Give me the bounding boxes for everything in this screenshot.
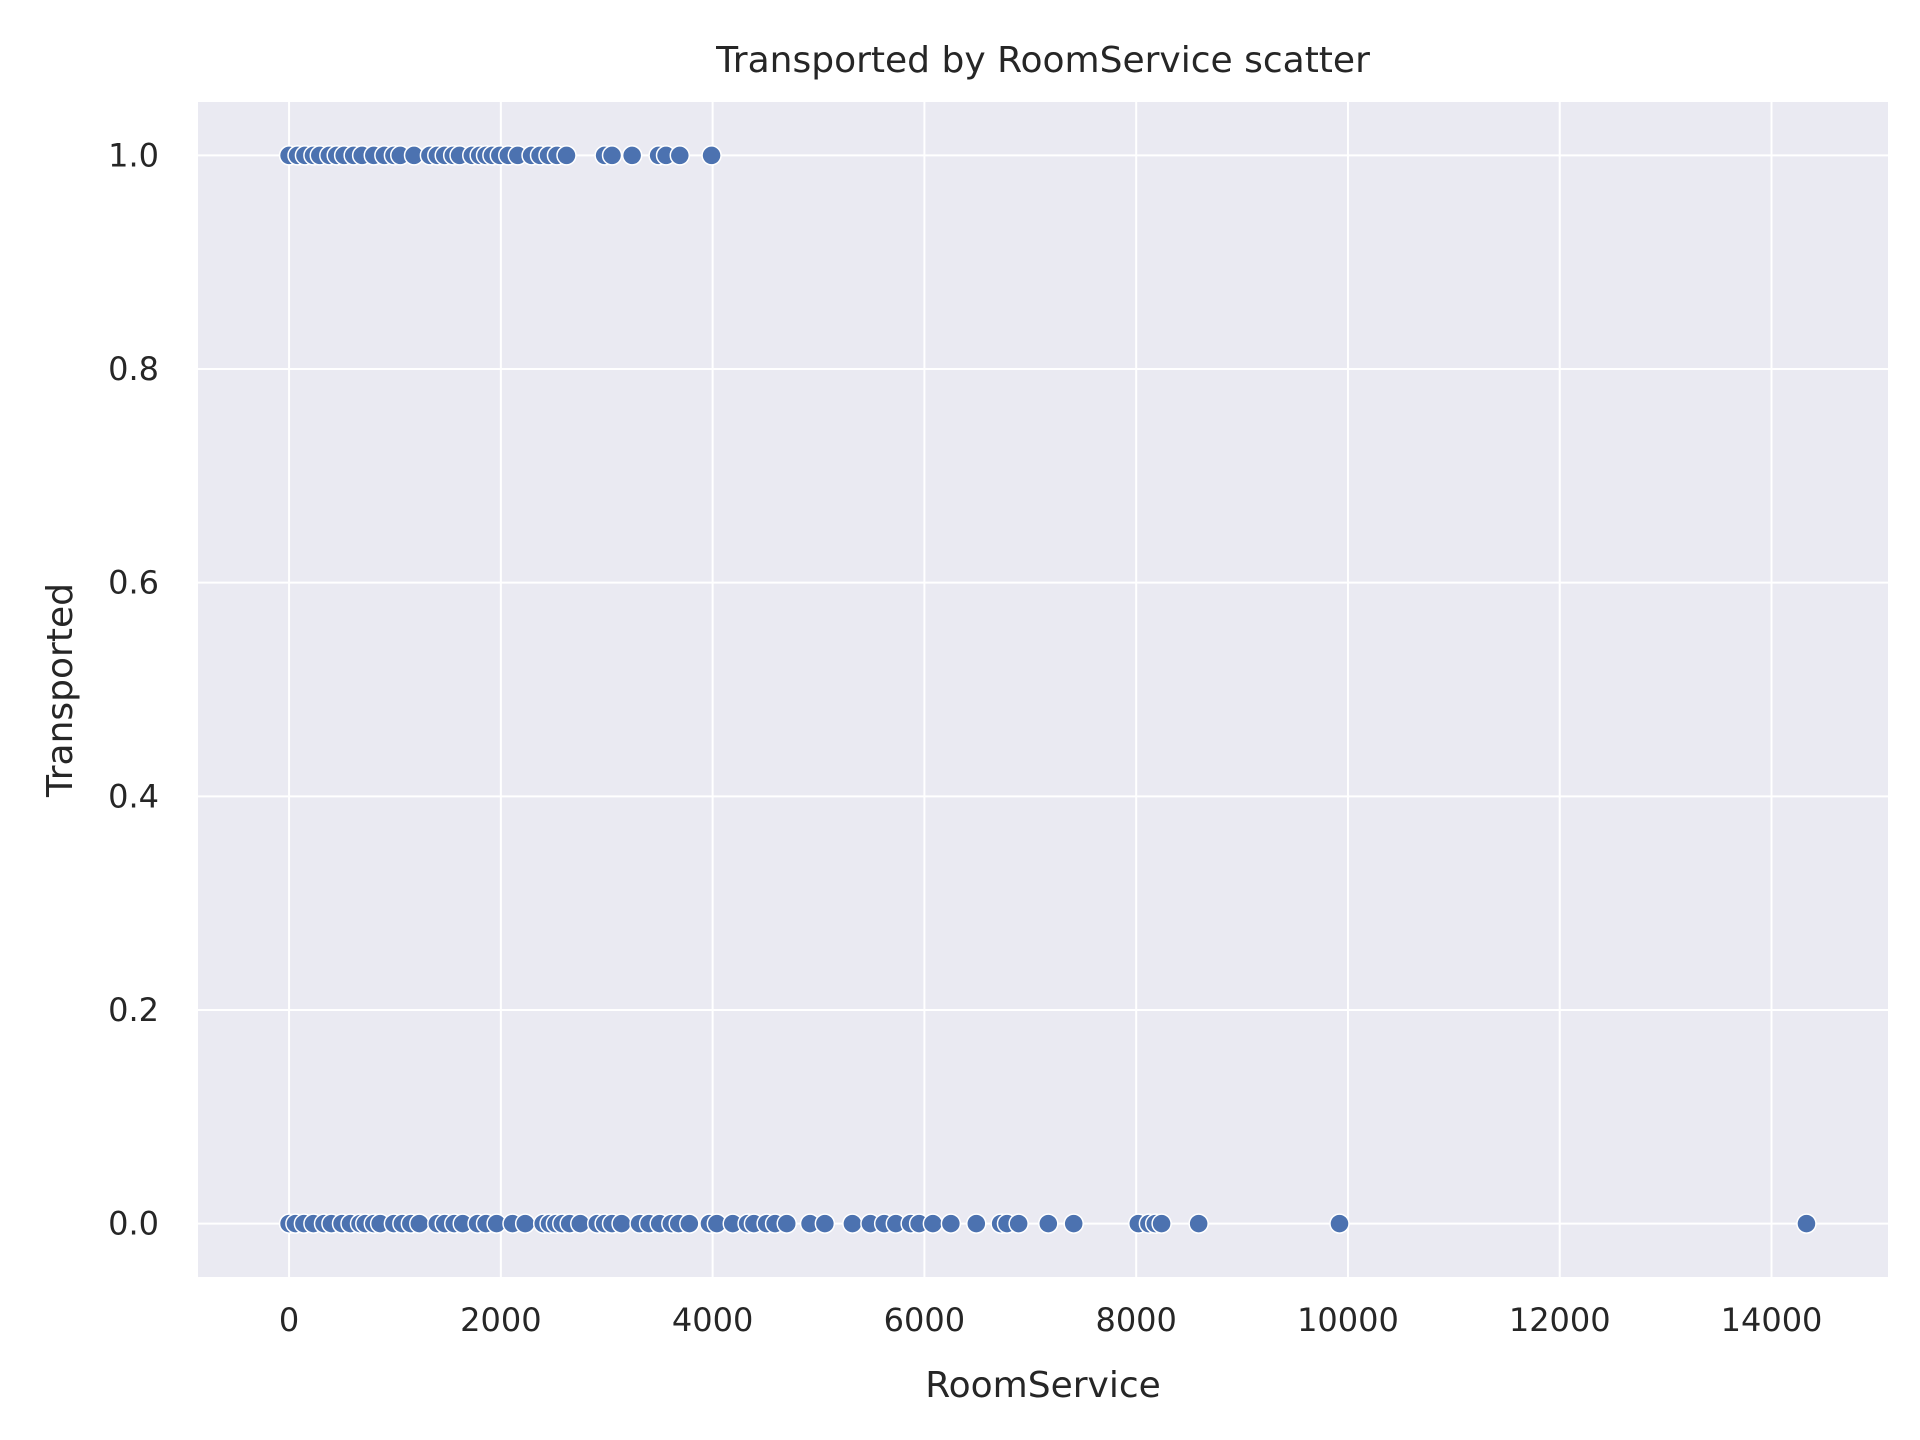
- data-points: [278, 145, 1817, 1234]
- data-point: [669, 145, 691, 166]
- data-point: [1038, 1213, 1059, 1234]
- data-point: [922, 1213, 944, 1234]
- data-point: [1329, 1213, 1350, 1234]
- y-tick-label: 0.8: [108, 350, 159, 388]
- x-tick-label: 10000: [1297, 1301, 1399, 1339]
- y-tick-label: 0.2: [108, 991, 159, 1029]
- plot-area: [198, 102, 1888, 1277]
- x-tick-label: 8000: [1095, 1301, 1176, 1339]
- data-point: [966, 1213, 987, 1234]
- data-point: [1796, 1213, 1817, 1234]
- data-point: [1063, 1213, 1084, 1234]
- data-point: [570, 1213, 591, 1234]
- data-point: [701, 145, 722, 166]
- x-axis-label: RoomService: [925, 1365, 1161, 1406]
- y-tick-label: 0.0: [108, 1205, 159, 1243]
- x-tick-label: 6000: [884, 1301, 965, 1339]
- data-point: [679, 1213, 700, 1234]
- y-tick-label: 0.6: [108, 564, 159, 602]
- x-tick-label: 0: [279, 1301, 299, 1339]
- x-tick-label: 14000: [1721, 1301, 1823, 1339]
- y-tick-label: 1.0: [108, 136, 159, 174]
- data-point: [556, 145, 577, 166]
- data-point: [1188, 1213, 1209, 1234]
- data-point: [601, 145, 623, 166]
- x-tick-labels: 0 2000 4000 6000 8000 10000 12000 14000: [279, 1301, 1823, 1339]
- x-tick-label: 12000: [1509, 1301, 1611, 1339]
- data-point: [409, 1213, 430, 1234]
- y-axis-label: Transported: [40, 583, 81, 798]
- x-tick-label: 2000: [460, 1301, 541, 1339]
- data-point: [814, 1213, 836, 1234]
- x-tick-label: 4000: [672, 1301, 753, 1339]
- data-point: [621, 145, 643, 166]
- chart-title: Transported by RoomService scatter: [715, 40, 1370, 81]
- data-point: [776, 1213, 797, 1234]
- data-point: [1008, 1213, 1029, 1234]
- y-tick-labels: 0.0 0.2 0.4 0.6 0.8 1.0: [108, 136, 159, 1242]
- data-point: [1151, 1213, 1172, 1234]
- data-point: [842, 1213, 863, 1234]
- data-point: [940, 1213, 962, 1234]
- data-point: [611, 1213, 632, 1234]
- y-tick-label: 0.4: [108, 777, 159, 815]
- data-point: [514, 1213, 536, 1234]
